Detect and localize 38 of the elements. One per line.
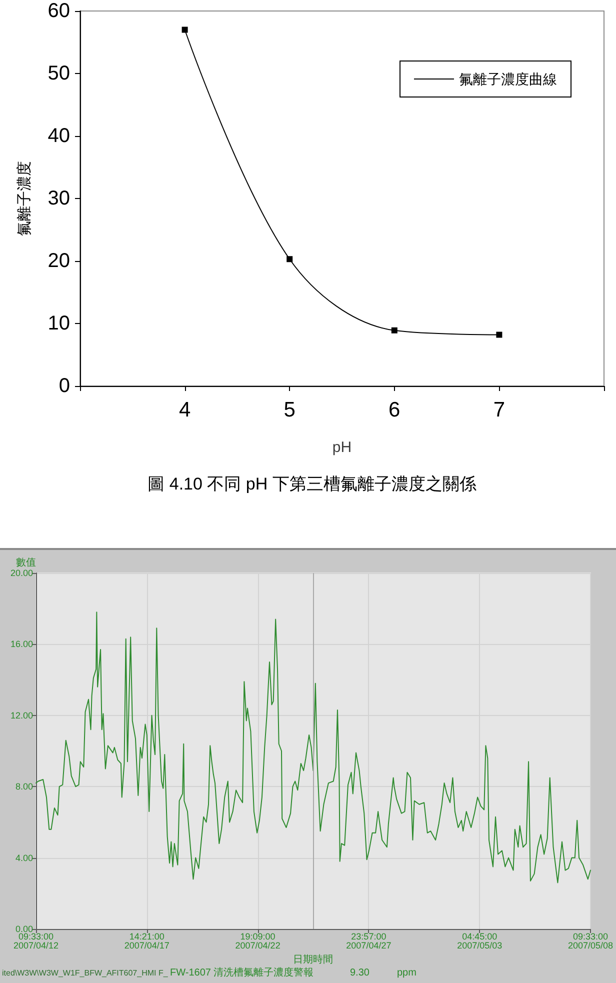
y-tick-label: 0.00 bbox=[15, 924, 33, 934]
point bbox=[496, 332, 502, 338]
y-tick-label: 0 bbox=[58, 375, 70, 397]
x-axis-title: pH bbox=[332, 439, 352, 456]
y-tick-label: 10 bbox=[48, 312, 70, 334]
y-tick-label: 20.00 bbox=[10, 568, 33, 578]
legend-label: 氟離子濃度曲線 bbox=[459, 71, 557, 87]
x-tick-label: 14:21:00 2007/04/17 bbox=[124, 932, 170, 950]
x-tick-label: 6 bbox=[388, 398, 400, 422]
point bbox=[391, 327, 398, 334]
line-series bbox=[36, 612, 591, 884]
text: 9.30 bbox=[350, 968, 370, 978]
x-tick-label: 5 bbox=[284, 398, 296, 422]
y-axis-title: 氟離子濃度 bbox=[16, 161, 33, 236]
y-tick-label: 30 bbox=[48, 188, 70, 210]
y-tick-label: 60 bbox=[48, 0, 70, 22]
y-tick-label: 50 bbox=[48, 62, 70, 84]
y-axis-title: 數值 bbox=[16, 556, 36, 568]
text: FW-1607 清洗槽氟離子濃度警報 bbox=[170, 966, 314, 978]
x-tick-label: 04:45:00 2007/05/03 bbox=[457, 932, 502, 950]
text: ppm bbox=[397, 968, 416, 978]
x-tick-label: 09:33:00 2007/05/08 bbox=[568, 932, 613, 950]
text: ited\W3W\W3W_W1F_BFW_AFIT607_HMI F_ bbox=[2, 968, 168, 978]
x-tick-label: 7 bbox=[493, 398, 506, 422]
y-tick-label: 4.00 bbox=[15, 852, 33, 863]
x-tick-label: 23:57:00 2007/04/27 bbox=[346, 932, 392, 950]
y-tick-label: 40 bbox=[48, 125, 70, 147]
y-tick-label: 16.00 bbox=[10, 639, 33, 650]
y-tick-label: 20 bbox=[48, 250, 70, 272]
x-tick-label: 4 bbox=[178, 398, 191, 422]
x-axis-title: 日期時間 bbox=[293, 954, 334, 966]
y-tick-label: 8.00 bbox=[15, 782, 33, 792]
point bbox=[182, 26, 188, 33]
x-tick-label: 09:33:00 2007/04/12 bbox=[13, 932, 59, 950]
x-tick-label: 19:09:00 2007/04/22 bbox=[235, 932, 280, 950]
caption: 圖 4.10 不同 pH 下第三槽氟離子濃度之關係 bbox=[148, 474, 476, 494]
y-tick-label: 12.00 bbox=[10, 710, 33, 720]
point bbox=[286, 256, 293, 262]
